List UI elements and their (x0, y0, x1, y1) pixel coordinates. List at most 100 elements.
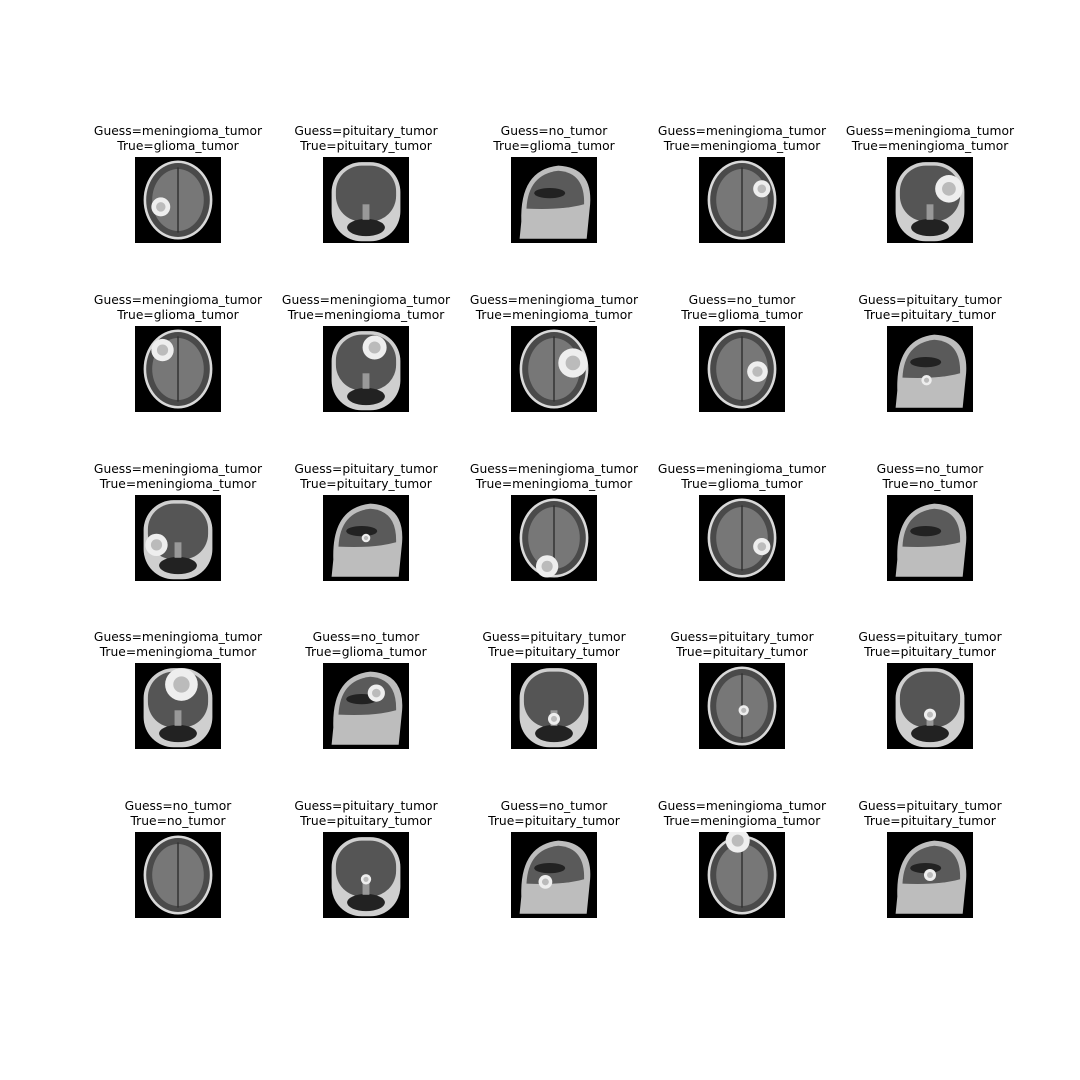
prediction-caption: Guess=no_tumor True=glioma_tumor (266, 630, 466, 660)
mri-thumbnail (323, 326, 409, 412)
brain-mri-image (331, 331, 401, 411)
guess-label: Guess=no_tumor (124, 799, 232, 813)
guess-label: Guess=no_tumor (876, 462, 984, 476)
guess-label: Guess=pituitary_tumor (294, 799, 438, 813)
prediction-cell: Guess=meningioma_tumor True=meningioma_tu… (454, 462, 654, 612)
brain-mri-image (143, 329, 213, 409)
mri-thumbnail (135, 326, 221, 412)
true-label: True=meningioma_tumor (99, 645, 257, 659)
brain-mri-image (143, 835, 213, 915)
prediction-caption: Guess=pituitary_tumor True=pituitary_tumo… (266, 462, 466, 492)
prediction-cell: Guess=meningioma_tumor True=meningioma_tu… (78, 630, 278, 780)
mri-thumbnail (135, 157, 221, 243)
true-label: True=pituitary_tumor (300, 477, 432, 491)
mri-thumbnail (511, 326, 597, 412)
mri-thumbnail (511, 663, 597, 749)
mri-thumbnail (323, 495, 409, 581)
guess-label: Guess=pituitary_tumor (858, 630, 1002, 644)
mri-thumbnail (887, 157, 973, 243)
brain-mri-image (143, 500, 213, 580)
prediction-caption: Guess=pituitary_tumor True=pituitary_tumo… (266, 799, 466, 829)
true-label: True=meningioma_tumor (851, 139, 1009, 153)
brain-mri-image (331, 162, 401, 242)
brain-mri-image (707, 329, 777, 409)
true-label: True=pituitary_tumor (488, 814, 620, 828)
prediction-cell: Guess=pituitary_tumor True=pituitary_tumo… (266, 462, 466, 612)
prediction-caption: Guess=no_tumor True=glioma_tumor (642, 293, 842, 323)
prediction-cell: Guess=meningioma_tumor True=meningioma_tu… (266, 293, 466, 443)
prediction-cell: Guess=pituitary_tumor True=pituitary_tumo… (266, 124, 466, 274)
mri-thumbnail (135, 495, 221, 581)
prediction-cell: Guess=meningioma_tumor True=meningioma_tu… (642, 799, 842, 949)
mri-thumbnail (511, 495, 597, 581)
prediction-cell: Guess=meningioma_tumor True=glioma_tumor (78, 293, 278, 443)
brain-mri-image (895, 334, 967, 408)
guess-label: Guess=meningioma_tumor (281, 293, 451, 307)
mri-thumbnail (887, 495, 973, 581)
guess-label: Guess=meningioma_tumor (93, 293, 263, 307)
prediction-caption: Guess=pituitary_tumor True=pituitary_tumo… (830, 630, 1030, 660)
true-label: True=pituitary_tumor (864, 308, 996, 322)
brain-mri-image (707, 160, 777, 240)
prediction-cell: Guess=no_tumor True=no_tumor (78, 799, 278, 949)
guess-label: Guess=pituitary_tumor (858, 293, 1002, 307)
brain-mri-image (895, 503, 967, 577)
mri-thumbnail (323, 832, 409, 918)
true-label: True=meningioma_tumor (475, 477, 633, 491)
guess-label: Guess=no_tumor (500, 124, 608, 138)
prediction-caption: Guess=pituitary_tumor True=pituitary_tumo… (642, 630, 842, 660)
true-label: True=pituitary_tumor (864, 814, 996, 828)
prediction-caption: Guess=meningioma_tumor True=glioma_tumor (78, 124, 278, 154)
guess-label: Guess=meningioma_tumor (469, 293, 639, 307)
prediction-cell: Guess=pituitary_tumor True=pituitary_tumo… (642, 630, 842, 780)
brain-mri-image (143, 160, 213, 240)
mri-thumbnail (887, 832, 973, 918)
guess-label: Guess=no_tumor (500, 799, 608, 813)
true-label: True=pituitary_tumor (488, 645, 620, 659)
true-label: True=glioma_tumor (681, 477, 803, 491)
brain-mri-image (519, 165, 591, 239)
brain-mri-image (895, 668, 965, 748)
true-label: True=meningioma_tumor (287, 308, 445, 322)
brain-mri-image (331, 671, 403, 745)
guess-label: Guess=no_tumor (312, 630, 420, 644)
prediction-caption: Guess=no_tumor True=pituitary_tumor (454, 799, 654, 829)
mri-thumbnail (699, 495, 785, 581)
true-label: True=meningioma_tumor (475, 308, 633, 322)
brain-mri-image (331, 503, 403, 577)
brain-mri-image (707, 666, 777, 746)
brain-mri-image (143, 668, 213, 748)
brain-mri-image (331, 837, 401, 917)
guess-label: Guess=meningioma_tumor (845, 124, 1015, 138)
true-label: True=meningioma_tumor (99, 477, 257, 491)
mri-thumbnail (323, 157, 409, 243)
guess-label: Guess=pituitary_tumor (670, 630, 814, 644)
prediction-cell: Guess=no_tumor True=glioma_tumor (266, 630, 466, 780)
guess-label: Guess=meningioma_tumor (657, 124, 827, 138)
prediction-caption: Guess=pituitary_tumor True=pituitary_tumo… (830, 293, 1030, 323)
prediction-cell: Guess=no_tumor True=glioma_tumor (642, 293, 842, 443)
prediction-cell: Guess=meningioma_tumor True=glioma_tumor (642, 462, 842, 612)
mri-thumbnail (699, 832, 785, 918)
true-label: True=pituitary_tumor (864, 645, 996, 659)
guess-label: Guess=pituitary_tumor (482, 630, 626, 644)
mri-thumbnail (323, 663, 409, 749)
true-label: True=meningioma_tumor (663, 139, 821, 153)
brain-mri-image (519, 329, 589, 409)
mri-thumbnail (699, 157, 785, 243)
mri-thumbnail (135, 832, 221, 918)
prediction-caption: Guess=meningioma_tumor True=glioma_tumor (642, 462, 842, 492)
brain-mri-image (519, 498, 589, 578)
prediction-caption: Guess=pituitary_tumor True=pituitary_tumo… (454, 630, 654, 660)
brain-mri-image (895, 840, 967, 914)
prediction-caption: Guess=meningioma_tumor True=meningioma_tu… (454, 462, 654, 492)
prediction-cell: Guess=pituitary_tumor True=pituitary_tumo… (454, 630, 654, 780)
prediction-cell: Guess=pituitary_tumor True=pituitary_tumo… (266, 799, 466, 949)
true-label: True=no_tumor (882, 477, 978, 491)
prediction-caption: Guess=meningioma_tumor True=meningioma_tu… (78, 630, 278, 660)
prediction-cell: Guess=pituitary_tumor True=pituitary_tumo… (830, 630, 1030, 780)
prediction-cell: Guess=pituitary_tumor True=pituitary_tumo… (830, 799, 1030, 949)
prediction-caption: Guess=no_tumor True=glioma_tumor (454, 124, 654, 154)
mri-thumbnail (511, 832, 597, 918)
